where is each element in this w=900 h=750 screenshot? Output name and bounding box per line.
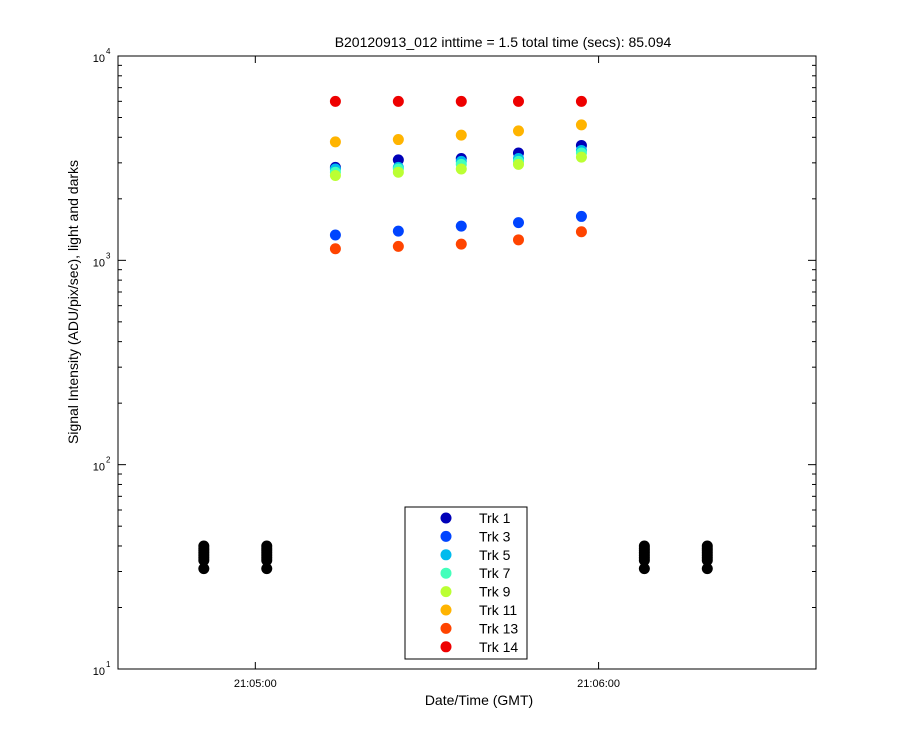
y-tick-label: 10: [93, 666, 105, 678]
point-trk-13: [455, 238, 467, 250]
dark-point: [701, 563, 713, 575]
point-trk-14: [392, 95, 404, 107]
legend-marker: [440, 586, 452, 598]
y-axis-label: Signal Intensity (ADU/pix/sec), light an…: [65, 160, 81, 444]
legend-label: Trk 13: [479, 620, 518, 636]
legend-marker: [440, 512, 452, 524]
point-trk-13: [512, 234, 524, 246]
point-trk-14: [455, 95, 467, 107]
dark-point: [638, 540, 650, 552]
x-tick-label: 21:06:00: [577, 678, 620, 690]
point-trk-3: [455, 220, 467, 232]
point-trk-11: [575, 119, 587, 131]
chart-title: B20120913_012 inttime = 1.5 total time (…: [335, 34, 672, 50]
y-tick-label: 10: [93, 53, 105, 65]
dark-point: [198, 540, 210, 552]
dark-point: [261, 540, 273, 552]
legend-marker: [440, 530, 452, 542]
x-axis-label: Date/Time (GMT): [425, 692, 533, 708]
data-points: [198, 95, 713, 575]
y-tick-exponent: 1: [106, 660, 111, 669]
point-trk-14: [575, 95, 587, 107]
legend-marker: [440, 641, 452, 653]
point-trk-3: [512, 217, 524, 229]
point-trk-13: [392, 240, 404, 252]
point-trk-11: [392, 134, 404, 146]
dark-point: [198, 563, 210, 575]
x-tick-label: 21:05:00: [234, 678, 277, 690]
legend-label: Trk 11: [479, 602, 517, 618]
point-trk-14: [512, 95, 524, 107]
legend-marker: [440, 604, 452, 616]
y-tick-label: 10: [93, 462, 105, 474]
point-trk-9: [329, 170, 341, 182]
y-tick-exponent: 2: [106, 456, 111, 465]
legend-label: Trk 14: [479, 639, 518, 655]
y-tick-exponent: 3: [106, 251, 111, 260]
point-trk-9: [575, 151, 587, 163]
point-trk-13: [575, 226, 587, 238]
y-tick-exponent: 4: [106, 47, 111, 56]
legend-label: Trk 3: [479, 528, 511, 544]
point-trk-9: [512, 158, 524, 170]
legend-marker: [440, 622, 452, 634]
legend-label: Trk 1: [479, 510, 511, 526]
point-trk-3: [329, 229, 341, 241]
dark-point: [261, 563, 273, 575]
point-trk-9: [455, 163, 467, 175]
legend-marker: [440, 549, 452, 561]
dark-point: [638, 563, 650, 575]
legend-marker: [440, 567, 452, 579]
point-trk-13: [329, 243, 341, 255]
legend: Trk 1 Trk 3 Trk 5 Trk 7 Trk 9 Trk 11 Trk 13 Trk…: [404, 506, 528, 660]
point-trk-11: [512, 125, 524, 137]
y-tick-label: 10: [93, 257, 105, 269]
dark-point: [701, 540, 713, 552]
point-trk-9: [392, 166, 404, 178]
legend-label: Trk 9: [479, 584, 511, 600]
legend-box: [404, 506, 528, 660]
point-trk-11: [455, 129, 467, 141]
point-trk-3: [392, 225, 404, 237]
point-trk-14: [329, 95, 341, 107]
point-trk-3: [575, 210, 587, 222]
point-trk-11: [329, 136, 341, 148]
legend-label: Trk 5: [479, 547, 511, 563]
legend-label: Trk 7: [479, 565, 511, 581]
